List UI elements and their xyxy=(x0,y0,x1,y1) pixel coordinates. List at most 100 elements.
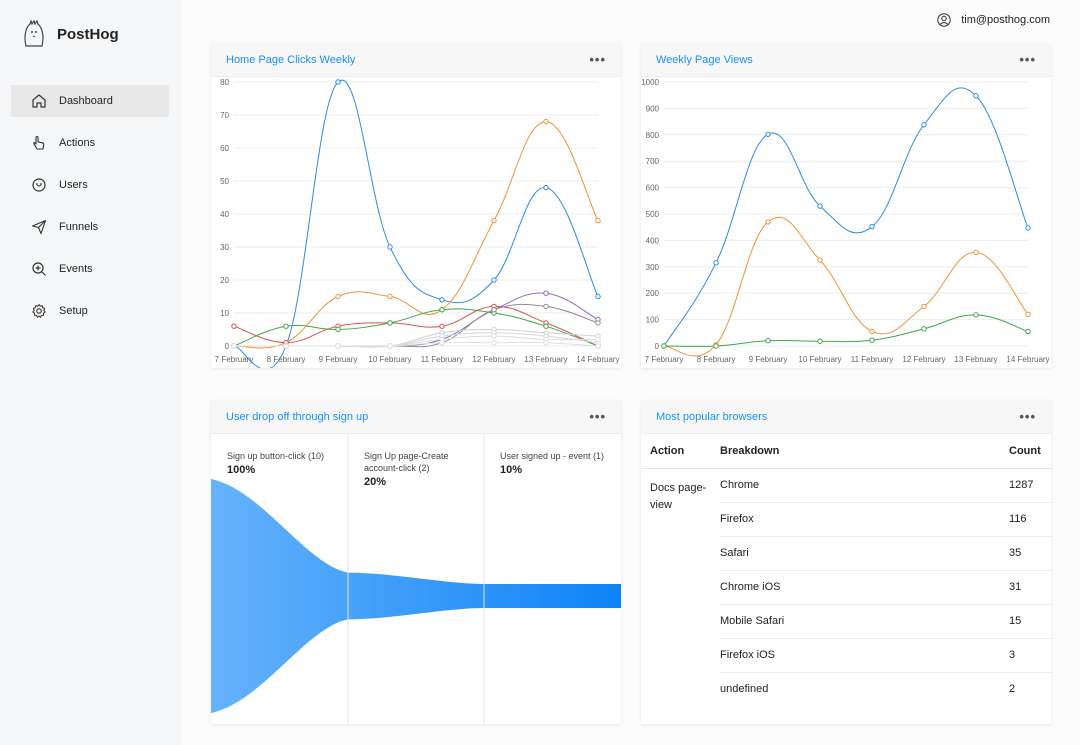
sidebar-item-dashboard[interactable]: Dashboard xyxy=(11,85,169,117)
more-menu-icon[interactable]: ••• xyxy=(589,409,606,424)
users-icon xyxy=(32,178,46,192)
y-tick-label: 10 xyxy=(220,309,229,318)
data-point xyxy=(387,244,393,250)
y-tick-label: 1000 xyxy=(641,78,659,87)
sidebar-nav: Dashboard Actions Users Funnels Events S… xyxy=(11,85,169,337)
data-point xyxy=(387,320,393,326)
data-point xyxy=(765,131,771,137)
series-line xyxy=(663,87,1029,347)
y-tick-label: 40 xyxy=(220,210,229,219)
funnel-step[interactable]: Sign up button-click (10) 100% xyxy=(211,434,348,724)
card-title[interactable]: User drop off through sign up xyxy=(226,410,369,423)
y-tick-label: 600 xyxy=(646,184,660,193)
data-point xyxy=(817,203,823,209)
table-row: Chrome iOS 31 xyxy=(641,570,1051,605)
sidebar: PostHog Dashboard Actions Users Funnels … xyxy=(0,0,181,745)
user-menu[interactable]: tim@posthog.com xyxy=(937,13,1050,27)
data-point xyxy=(869,328,875,335)
column-header-action: Action xyxy=(641,434,720,469)
data-point xyxy=(1025,225,1031,231)
series-line xyxy=(663,216,1029,357)
sidebar-item-users[interactable]: Users xyxy=(11,169,169,201)
table-row: Firefox iOS 3 xyxy=(641,638,1051,673)
funnel-step[interactable]: User signed up - event (1) 10% xyxy=(484,434,621,724)
data-point xyxy=(283,343,289,349)
x-tick-label: 8 February xyxy=(697,355,736,364)
views-card: Weekly Page Views ••• 0 100 200 300 400 500 60… xyxy=(641,43,1051,368)
data-point xyxy=(335,326,341,333)
data-point xyxy=(661,343,667,349)
funnel-step-percent: 20% xyxy=(364,476,387,488)
sidebar-item-label: Users xyxy=(59,179,88,191)
more-menu-icon[interactable]: ••• xyxy=(1019,409,1036,424)
clicks-chart: 0 10 20 30 40 50 60 70 80 7 February 8 February 9 F… xyxy=(211,77,621,368)
data-point xyxy=(869,337,875,343)
more-menu-icon[interactable]: ••• xyxy=(1019,52,1036,67)
funnel-step-name: Sign up button-click (10) xyxy=(227,451,325,461)
data-point xyxy=(439,307,445,313)
action-cell: Docs page-view xyxy=(650,481,707,511)
card-header: Weekly Page Views ••• xyxy=(641,43,1051,77)
table-row: Firefox 116 xyxy=(641,502,1051,537)
column-header-breakdown: Breakdown xyxy=(720,434,1009,469)
series-line xyxy=(233,121,599,349)
column-header-count: Count xyxy=(1009,434,1051,469)
brand-name: PostHog xyxy=(57,25,119,43)
sidebar-item-events[interactable]: Events xyxy=(11,253,169,285)
user-icon xyxy=(937,13,951,27)
card-title[interactable]: Home Page Clicks Weekly xyxy=(226,53,356,66)
brand[interactable]: PostHog xyxy=(22,20,119,48)
data-point xyxy=(335,293,341,300)
zoom-in-icon xyxy=(32,262,46,276)
card-title[interactable]: Most popular browsers xyxy=(656,410,768,423)
count-cell: 35 xyxy=(1009,536,1051,571)
data-point xyxy=(713,343,719,349)
sidebar-item-setup[interactable]: Setup xyxy=(11,295,169,327)
funnel-card: User drop off through sign up ••• Sign u… xyxy=(211,400,621,724)
breakdown-cell: undefined xyxy=(720,683,769,696)
card-header: Home Page Clicks Weekly ••• xyxy=(211,43,621,77)
series-line xyxy=(233,308,599,347)
data-point xyxy=(543,118,549,125)
y-tick-label: 20 xyxy=(220,276,229,285)
card-header: User drop off through sign up ••• xyxy=(211,400,621,434)
data-point xyxy=(543,340,549,346)
data-point xyxy=(543,184,549,191)
data-point xyxy=(595,320,601,326)
more-menu-icon[interactable]: ••• xyxy=(589,52,606,67)
sidebar-item-actions[interactable]: Actions xyxy=(11,127,169,159)
sidebar-item-label: Actions xyxy=(59,137,96,149)
home-icon xyxy=(32,94,46,108)
data-point xyxy=(921,122,927,128)
data-point xyxy=(595,336,601,343)
data-point xyxy=(1025,311,1031,318)
data-point xyxy=(765,219,771,225)
y-tick-label: 0 xyxy=(655,342,660,351)
data-point xyxy=(439,340,445,346)
y-tick-label: 50 xyxy=(220,177,229,186)
series-line xyxy=(234,341,599,347)
y-tick-label: 400 xyxy=(646,236,660,245)
count-cell: 116 xyxy=(1009,502,1051,537)
data-point xyxy=(387,293,393,300)
funnel-step-name: Sign Up page-Create account-click (2) xyxy=(364,451,449,473)
funnel-step[interactable]: Sign Up page-Create account-click (2) 20… xyxy=(348,434,484,724)
table-row: Docs page-view Chrome 1287 xyxy=(641,468,1051,511)
data-point xyxy=(231,343,237,349)
y-tick-label: 700 xyxy=(646,157,660,166)
x-tick-label: 12 February xyxy=(902,355,945,364)
views-line-chart: 0 100 200 300 400 500 600 700 800 900 1000 7 Februa… xyxy=(641,78,1049,364)
data-point xyxy=(595,343,601,349)
data-point xyxy=(491,277,497,283)
x-tick-label: 7 February xyxy=(645,355,684,364)
y-tick-label: 500 xyxy=(646,210,660,219)
data-point xyxy=(543,323,549,329)
card-title[interactable]: Weekly Page Views xyxy=(656,53,753,66)
table-row: Mobile Safari 15 xyxy=(641,604,1051,639)
data-point xyxy=(713,260,719,266)
pointer-icon xyxy=(33,135,45,150)
sidebar-item-funnels[interactable]: Funnels xyxy=(11,211,169,243)
count-cell: 3 xyxy=(1009,638,1051,673)
funnel-step-name: User signed up - event (1) xyxy=(500,451,605,461)
data-point xyxy=(231,323,237,329)
